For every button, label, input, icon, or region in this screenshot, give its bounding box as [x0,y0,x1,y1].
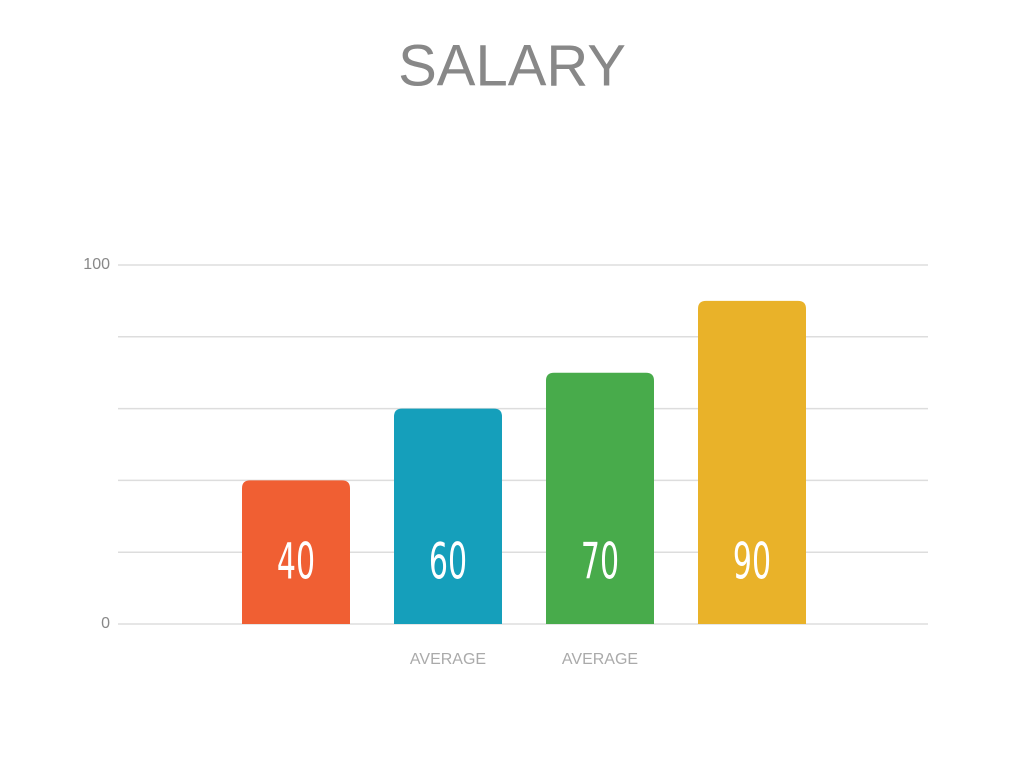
chart-title: SALARY [398,33,626,98]
bar [698,300,806,624]
x-tick-label: AVERAGE [562,651,638,668]
bar [394,408,502,624]
data-label: 70 [581,532,619,590]
bar [546,372,654,624]
data-label: 60 [429,532,467,590]
y-tick-label: 0 [101,615,110,632]
y-tick-label: 100 [83,256,110,273]
bar [242,480,350,624]
data-label: 90 [733,532,771,590]
x-tick-label: AVERAGE [410,651,486,668]
data-label: 40 [277,532,315,590]
